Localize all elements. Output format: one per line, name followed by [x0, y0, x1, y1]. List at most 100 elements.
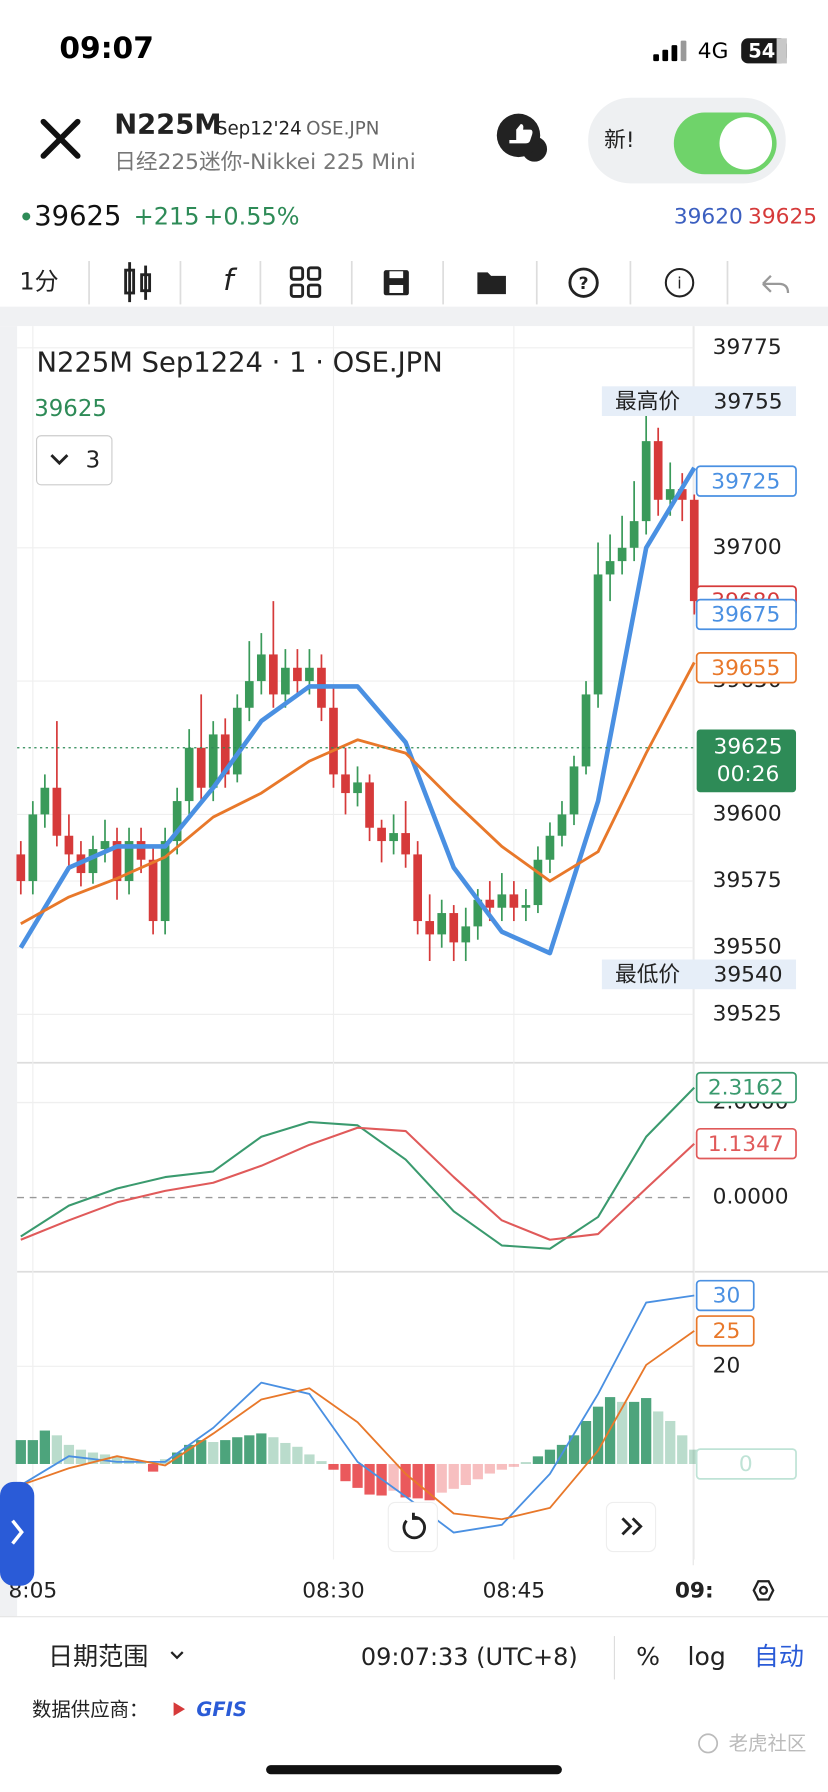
candle-body	[208, 734, 218, 788]
candle-body	[305, 667, 314, 682]
candle-body	[256, 654, 266, 682]
battery-level: 54	[748, 40, 775, 63]
candle-body	[52, 787, 62, 836]
value-tag-box	[695, 1315, 755, 1347]
help-icon[interactable]: ?	[568, 267, 599, 298]
candle-body	[100, 841, 110, 850]
candle-body	[112, 841, 122, 882]
home-indicator	[266, 1765, 562, 1775]
chevron	[50, 454, 69, 466]
settings-icon[interactable]	[752, 1580, 775, 1601]
plot	[15, 401, 700, 1534]
percent-toggle[interactable]: %	[636, 1642, 660, 1671]
study-count: 3	[86, 447, 101, 473]
candle-body	[353, 782, 362, 794]
layout-icon[interactable]	[289, 266, 322, 298]
candle-type-icon[interactable]	[124, 262, 152, 303]
value-tag-box	[695, 1127, 797, 1160]
annotation-box	[601, 386, 797, 416]
annotation-label: 最低价	[615, 963, 680, 988]
watermark: 老虎社区	[729, 1732, 807, 1755]
value-tag-box	[695, 1279, 755, 1312]
histogram-bar	[532, 1456, 544, 1464]
log-toggle[interactable]: log	[688, 1642, 726, 1671]
candle-body	[533, 859, 543, 906]
candle-body	[341, 774, 350, 794]
date-range[interactable]: 日期范围	[48, 1642, 148, 1671]
scroll-end-icon	[621, 1517, 643, 1536]
histogram-bar	[520, 1462, 532, 1464]
histogram-bar	[436, 1463, 447, 1493]
histogram-bar	[412, 1463, 423, 1499]
study-toggle[interactable]	[35, 435, 113, 486]
auto-toggle[interactable]: 自动	[754, 1642, 804, 1671]
candle-body	[136, 841, 146, 860]
histogram-bar	[340, 1463, 351, 1482]
histogram-bar	[568, 1435, 580, 1464]
close-button[interactable]	[40, 118, 81, 159]
candle-body	[28, 814, 38, 882]
annotation-box	[601, 959, 797, 990]
side-panel-tab[interactable]	[0, 1481, 35, 1586]
signal-icon	[653, 40, 687, 62]
histogram-bar	[39, 1430, 50, 1464]
candle-body	[449, 913, 459, 943]
price-tag-box	[695, 465, 797, 497]
contract: Sep12'24	[216, 119, 302, 140]
histogram-bar	[196, 1440, 207, 1464]
histogram-bar	[63, 1444, 75, 1464]
value-tag: 25	[713, 1319, 741, 1344]
y-tick-label: 39550	[713, 935, 782, 960]
value-tag: 30	[713, 1284, 741, 1309]
candle-body	[509, 894, 519, 908]
provider-label: 数据供应商：	[32, 1698, 148, 1721]
histogram-bar	[665, 1420, 676, 1464]
candle-body	[329, 707, 338, 775]
histogram-bar	[111, 1456, 123, 1464]
folder-icon[interactable]	[477, 272, 506, 295]
candle-body	[184, 747, 194, 802]
candle-body	[365, 782, 374, 828]
live-dot	[22, 212, 31, 221]
candle-body	[581, 694, 591, 767]
histogram-bar	[15, 1440, 26, 1464]
ask: 39625	[748, 205, 817, 230]
candle-body	[473, 899, 483, 927]
candle-body	[521, 905, 531, 908]
histogram-bar	[304, 1454, 315, 1464]
x-tick-label: 08:30	[302, 1579, 365, 1604]
discuss-button[interactable]	[496, 113, 548, 162]
candle-body	[569, 766, 579, 815]
candle-body	[677, 489, 687, 500]
histogram-bar	[448, 1463, 459, 1489]
undo-icon[interactable]	[762, 275, 790, 294]
candle-body	[269, 654, 278, 695]
interval[interactable]: 1分	[19, 268, 58, 296]
replay-button[interactable]	[387, 1501, 438, 1553]
candle-body	[665, 489, 675, 500]
histogram-bar	[641, 1398, 652, 1464]
last-price-tag: 39625	[714, 735, 783, 760]
histogram-bar	[364, 1463, 375, 1495]
y-tick-label: 20	[713, 1353, 741, 1378]
candle-body	[148, 859, 158, 922]
histogram-bar	[484, 1463, 495, 1474]
candle-body	[220, 734, 230, 775]
histogram-bar	[424, 1463, 435, 1501]
histogram-bar	[472, 1463, 483, 1480]
provider-logo-mark	[173, 1702, 186, 1717]
price-tag: 39655	[711, 656, 780, 681]
tab-arrow	[11, 1519, 24, 1545]
histogram-bar	[460, 1463, 471, 1486]
indicator-line	[20, 1126, 695, 1241]
change-percent: +0.55%	[203, 203, 299, 231]
price-tag: 39675	[711, 603, 780, 628]
clock: 09:07:33 (UTC+8)	[361, 1643, 578, 1671]
hist-tick-box	[695, 1448, 797, 1480]
info-icon[interactable]: i	[664, 267, 695, 298]
save-icon[interactable]	[383, 270, 409, 296]
watermark-logo	[698, 1733, 719, 1754]
histogram-bar	[388, 1463, 399, 1491]
candle-body	[244, 681, 254, 708]
indicator-line	[18, 466, 697, 956]
